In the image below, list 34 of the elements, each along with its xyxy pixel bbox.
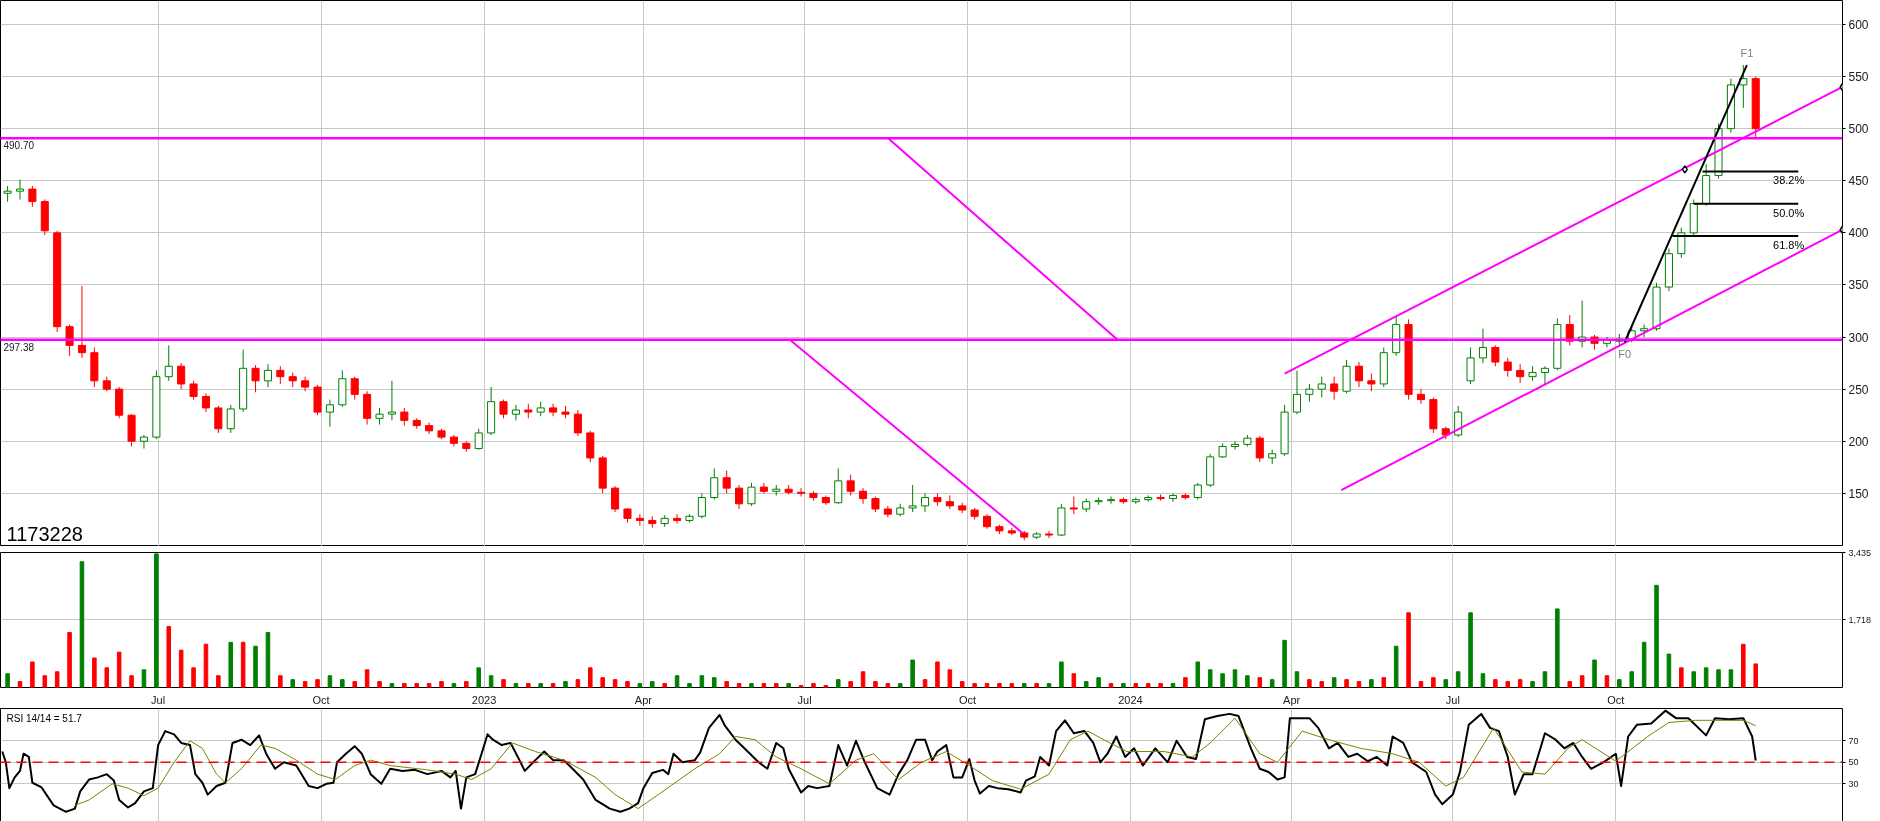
y-tick-label: 500 [1848,122,1869,137]
y-tick-label: 400 [1848,226,1869,241]
x-tick-label: 2023 [471,693,497,706]
y-tick-label: 30 [1848,778,1859,789]
y-tick-label: 300 [1848,330,1869,345]
text: 1173228 [6,522,83,545]
y-tick-label: 550 [1848,70,1869,85]
series-label: 61.8% [1773,238,1805,251]
ref-line-label: 490.70 [3,140,35,152]
x-tick-label: 2024 [1118,693,1143,706]
y-tick-label: 150 [1848,486,1869,501]
y-tick-label: 250 [1848,382,1869,397]
annotation: F0 [1618,348,1632,361]
y-tick-label: 450 [1848,174,1869,189]
y-tick-label: 70 [1848,735,1859,746]
y-tick-label: 50 [1848,757,1859,768]
y-tick-label: 350 [1848,278,1869,293]
series-label: 50.0% [1773,206,1805,219]
x-tick-label: Jul [151,693,166,706]
x-tick-label: Jul [1445,693,1460,706]
x-tick-label: Jul [797,693,812,706]
y-tick-label: 1,718 [1848,614,1872,625]
annotation: F1 [1740,47,1754,60]
ref-line-label: 297.38 [3,341,35,353]
y-tick-label: 3,435 [1848,547,1872,558]
y-tick-label: 200 [1848,434,1869,449]
series-label: 38.2% [1773,174,1805,187]
x-tick-label: Oct [312,693,330,706]
x-tick-label: Oct [1607,693,1625,706]
x-tick-label: Oct [958,693,977,706]
x-tick-label: Apr [634,693,653,706]
x-tick-label: Apr [1283,693,1301,706]
y-tick-label: 600 [1848,17,1869,32]
chart-title: RSI 14/14 = 51.7 [6,712,83,724]
